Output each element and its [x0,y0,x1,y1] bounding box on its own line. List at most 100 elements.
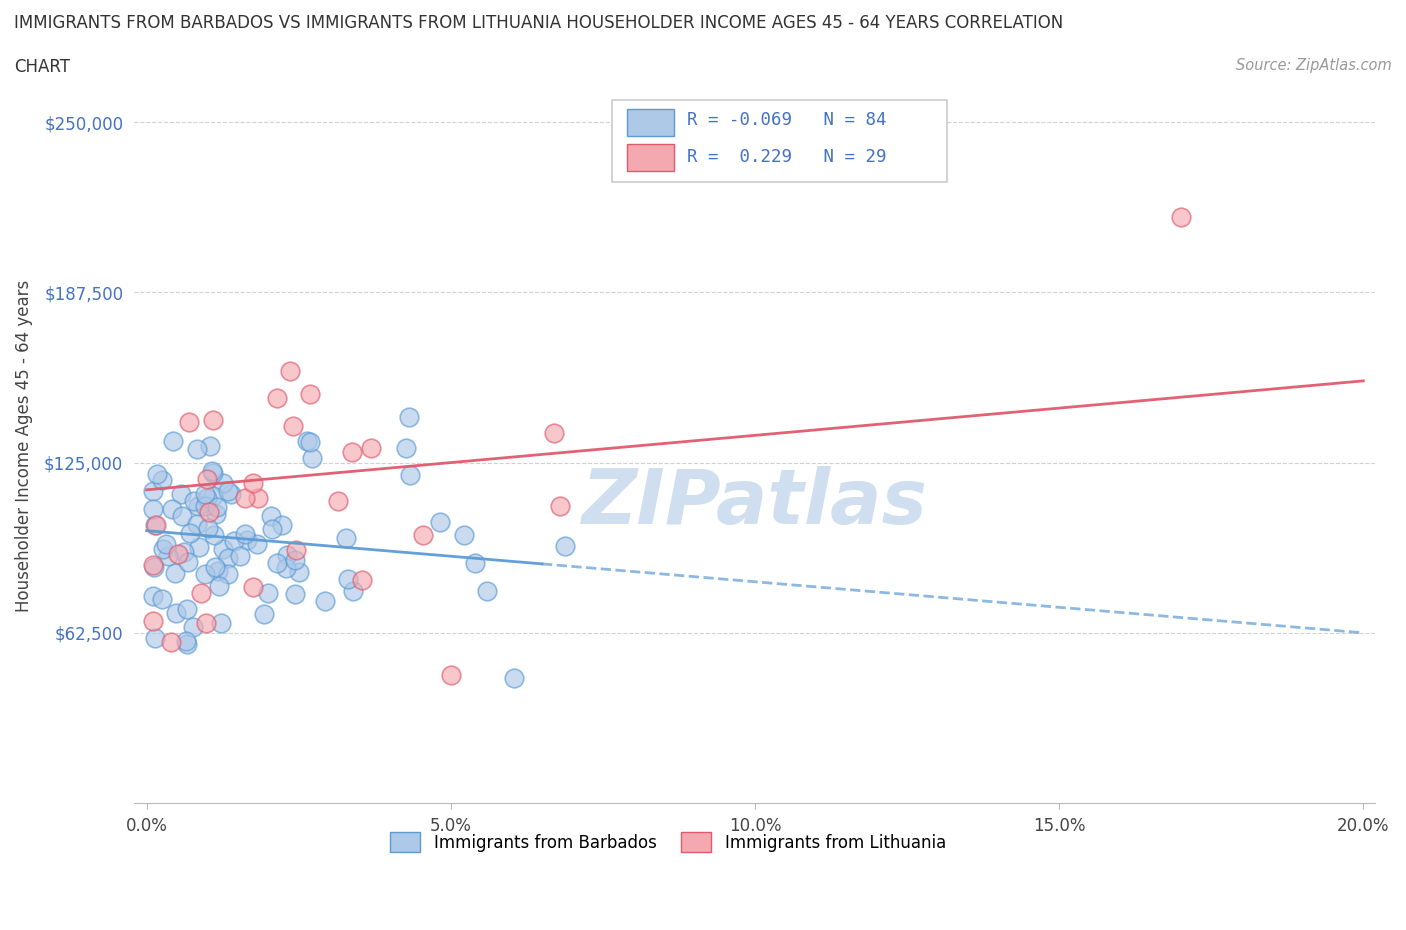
Point [194,567,217,582]
Point [211,541,233,556]
Point [204,507,226,522]
Text: CHART: CHART [14,58,70,75]
Point [142,614,165,629]
Point [152,541,174,556]
Point [278,364,301,379]
Point [314,593,336,608]
Point [150,591,173,606]
Point [1170,210,1192,225]
Point [166,546,188,561]
Point [342,583,364,598]
Point [285,542,308,557]
Y-axis label: Householder Income Ages 45 - 64 years: Householder Income Ages 45 - 64 years [15,280,32,612]
Point [262,521,284,536]
Point [553,538,575,553]
Point [543,426,565,441]
Point [360,441,382,456]
Point [201,466,224,481]
Point [183,493,205,508]
Point [464,555,486,570]
Point [453,527,475,542]
Point [142,589,165,604]
Point [217,567,239,582]
Point [186,516,208,531]
Point [186,442,208,457]
Point [266,556,288,571]
Point [211,476,233,491]
Point [295,433,318,448]
Point [398,410,420,425]
Point [187,498,209,513]
Point [276,548,298,563]
Point [143,559,166,574]
Point [143,517,166,532]
Point [287,565,309,579]
Text: R =  0.229   N = 29: R = 0.229 N = 29 [686,148,886,166]
Point [176,636,198,651]
FancyBboxPatch shape [627,109,675,136]
Point [342,445,364,459]
Point [162,433,184,448]
Legend: Immigrants from Barbados, Immigrants from Lithuania: Immigrants from Barbados, Immigrants fro… [384,825,953,859]
Point [253,607,276,622]
Point [274,561,297,576]
Point [335,531,357,546]
Point [177,414,200,429]
Point [195,490,218,505]
Point [548,498,571,513]
Point [202,527,225,542]
Point [209,616,232,631]
Point [143,631,166,645]
Point [142,502,165,517]
Point [260,509,283,524]
Point [202,412,225,427]
Point [398,468,420,483]
Point [207,564,229,578]
Point [173,544,195,559]
Point [204,560,226,575]
Point [150,472,173,487]
FancyBboxPatch shape [627,144,675,171]
Point [145,518,167,533]
Point [174,634,197,649]
Point [195,616,218,631]
Point [194,486,217,501]
Point [197,472,219,486]
Text: ZIPatlas: ZIPatlas [582,466,928,540]
Point [181,619,204,634]
Point [198,505,221,520]
Point [222,534,245,549]
Point [221,486,243,501]
Point [281,418,304,433]
Point [395,440,418,455]
Point [217,551,239,565]
Point [284,586,307,601]
Point [194,498,217,513]
Point [246,537,269,551]
Point [429,515,451,530]
Point [197,521,219,536]
Point [165,566,187,581]
Point [198,438,221,453]
FancyBboxPatch shape [612,100,948,182]
Point [256,585,278,600]
Point [142,557,165,572]
Point [201,463,224,478]
Point [477,583,499,598]
Point [228,549,250,564]
Point [165,605,187,620]
Point [177,554,200,569]
Point [208,578,231,593]
Point [247,490,270,505]
Point [502,671,524,686]
Point [170,509,193,524]
Point [188,539,211,554]
Point [236,532,259,547]
Point [242,579,264,594]
Point [176,601,198,616]
Point [326,494,349,509]
Text: IMMIGRANTS FROM BARBADOS VS IMMIGRANTS FROM LITHUANIA HOUSEHOLDER INCOME AGES 45: IMMIGRANTS FROM BARBADOS VS IMMIGRANTS F… [14,14,1063,32]
Point [179,526,201,541]
Point [266,391,288,405]
Text: R = -0.069   N = 84: R = -0.069 N = 84 [686,111,886,129]
